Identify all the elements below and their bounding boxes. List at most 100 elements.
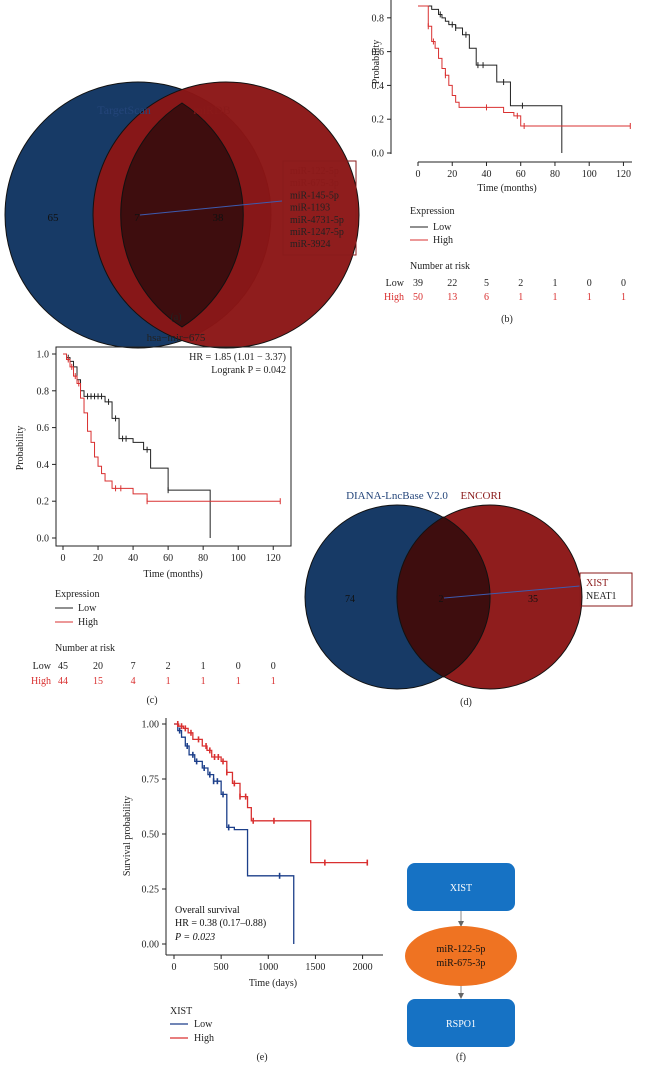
km-curve-low bbox=[418, 5, 563, 153]
risk-value: 45 bbox=[58, 661, 68, 672]
km-c-title: hsa−mir−675 bbox=[147, 332, 206, 344]
risk-value: 4 bbox=[131, 676, 136, 687]
risk-value: 2 bbox=[166, 661, 171, 672]
venn-a-set2-label: miRDB bbox=[193, 103, 230, 117]
venn-list-item: miR-145-5p bbox=[290, 190, 339, 201]
km-c-legend-high-label: High bbox=[78, 617, 98, 628]
panel-a-label: (a) bbox=[170, 312, 181, 323]
venn-d-intersection-region bbox=[396, 516, 491, 678]
venn-list-item: miR-4731-5p bbox=[290, 215, 344, 226]
x-tick-label: 0 bbox=[416, 169, 421, 180]
risk-value: 50 bbox=[413, 292, 423, 303]
x-tick-label: 500 bbox=[214, 962, 229, 973]
surv-e-xlabel: Time (days) bbox=[249, 978, 297, 989]
km-c-stat-hr: HR = 1.85 (1.01 − 3.37) bbox=[189, 352, 286, 363]
y-tick-label: 1.00 bbox=[142, 720, 160, 731]
x-tick-label: 1500 bbox=[305, 962, 325, 973]
x-tick-label: 80 bbox=[550, 169, 560, 180]
x-tick-label: 60 bbox=[163, 553, 173, 564]
y-tick-label: 0.4 bbox=[37, 460, 50, 471]
y-tick-label: 0.2 bbox=[372, 115, 385, 126]
risk-value: 1 bbox=[621, 292, 626, 303]
risk-value: 1 bbox=[166, 676, 171, 687]
surv-e-ylabel: Survival probability bbox=[122, 796, 133, 876]
y-tick-label: 0.00 bbox=[142, 940, 160, 951]
x-tick-label: 1000 bbox=[258, 962, 278, 973]
y-tick-label: 0.8 bbox=[37, 386, 50, 397]
km-curve-low bbox=[174, 723, 295, 944]
km-curve-high bbox=[174, 723, 368, 864]
km-b-legend-high-label: High bbox=[433, 235, 453, 246]
venn-list-item: XIST bbox=[586, 578, 608, 589]
risk-value: 1 bbox=[201, 661, 206, 672]
y-tick-label: 0.6 bbox=[372, 47, 385, 58]
surv-e-annotation-p: P = 0.023 bbox=[174, 932, 215, 943]
km-curve-high bbox=[63, 353, 281, 502]
surv-e-x-ticks: 0 500 1000 1500 2000 bbox=[172, 955, 373, 973]
venn-list-item: miR-675-3p bbox=[290, 178, 339, 189]
venn-d-set1-count: 74 bbox=[345, 594, 355, 605]
x-tick-label: 120 bbox=[616, 169, 631, 180]
venn-a-set1-count: 65 bbox=[48, 212, 60, 224]
panel-d-venn: DIANA-LncBase V2.0 ENCORI 74 2 35 XIST NE… bbox=[304, 490, 633, 708]
y-tick-label: 0.75 bbox=[142, 775, 160, 786]
x-tick-label: 100 bbox=[231, 553, 246, 564]
surv-e-y-ticks: 0.00 0.25 0.50 0.75 1.00 bbox=[142, 720, 166, 951]
venn-list-item: NEAT1 bbox=[586, 591, 617, 602]
km-c-risk-title: Number at risk bbox=[55, 643, 115, 654]
venn-a-set2-count: 38 bbox=[213, 212, 225, 224]
panel-a-venn: TargetScan miRDB 65 7 38 miR-122-5pmiR-6… bbox=[4, 81, 360, 349]
panel-f-flow-diagram: XIST miR-122-5p miR-675-3p RSPO1 (f) bbox=[405, 863, 517, 1063]
km-b-ylabel: Probability bbox=[371, 40, 382, 84]
km-c-risk-high-group: High bbox=[31, 676, 51, 687]
risk-value: 2 bbox=[518, 278, 523, 289]
flow-arrow-2-head bbox=[458, 993, 464, 999]
km-b-legend-title: Expression bbox=[410, 206, 454, 217]
panel-b-km-plot: 0 20 40 60 80 100 120 0.00.20.40.60.8 Time (mo… bbox=[371, 0, 632, 325]
risk-value: 22 bbox=[447, 278, 457, 289]
venn-d-list: XIST NEAT1 bbox=[586, 578, 617, 602]
x-tick-label: 40 bbox=[481, 169, 491, 180]
venn-d-set1-label: DIANA-LncBase V2.0 bbox=[346, 490, 448, 502]
km-b-legend-low-label: Low bbox=[433, 222, 452, 233]
flow-node-xist bbox=[407, 863, 515, 911]
flow-node-xist-label: XIST bbox=[450, 883, 472, 894]
y-tick-label: 0.6 bbox=[37, 423, 50, 434]
x-tick-label: 20 bbox=[447, 169, 457, 180]
venn-a-list: miR-122-5pmiR-675-3pmiR-145-5pmiR-1193mi… bbox=[290, 166, 344, 250]
risk-value: 1 bbox=[587, 292, 592, 303]
venn-list-item: miR-3924 bbox=[290, 239, 331, 250]
venn-a-intersection-region bbox=[120, 102, 244, 328]
km-b-curves bbox=[418, 5, 631, 153]
venn-a-set1-label: TargetScan bbox=[97, 103, 151, 117]
km-c-curves bbox=[63, 353, 281, 538]
km-c-ylabel: Probability bbox=[15, 426, 26, 470]
panel-d-label: (d) bbox=[460, 697, 472, 708]
risk-value: 44 bbox=[58, 676, 68, 687]
venn-a-intersection-count: 7 bbox=[134, 212, 140, 224]
km-c-legend-low-label: Low bbox=[78, 603, 97, 614]
flow-node-rspo1 bbox=[407, 999, 515, 1047]
risk-value: 1 bbox=[518, 292, 523, 303]
risk-value: 20 bbox=[93, 661, 103, 672]
km-b-xlabel: Time (months) bbox=[477, 183, 536, 194]
y-tick-label: 0.0 bbox=[37, 534, 50, 545]
flow-arrow-1-head bbox=[458, 921, 464, 927]
risk-value: 13 bbox=[447, 292, 457, 303]
risk-value: 0 bbox=[587, 278, 592, 289]
km-b-risk-table: 39 22 5 2 1 0 0 50 13 6 1 1 1 1 bbox=[413, 278, 626, 303]
flow-node-rspo1-label: RSPO1 bbox=[446, 1019, 476, 1030]
km-b-y-ticks: 0.0 0.2 0.4 0.6 0.8 bbox=[372, 13, 391, 160]
km-b-risk-high-group: High bbox=[384, 292, 404, 303]
risk-value: 1 bbox=[271, 676, 276, 687]
venn-list-item: miR-1247-5p bbox=[290, 227, 344, 238]
risk-value: 7 bbox=[131, 661, 136, 672]
venn-a-pointer-line bbox=[139, 200, 283, 216]
x-tick-label: 0 bbox=[61, 553, 66, 564]
y-tick-label: 1.0 bbox=[37, 350, 50, 361]
km-b-x-ticks: 0 20 40 60 80 100 120 bbox=[416, 162, 631, 180]
x-tick-label: 2000 bbox=[353, 962, 373, 973]
panel-e-survival-plot: 0 500 1000 1500 2000 0.00 0.25 0.50 0.75 1.00 Ov… bbox=[122, 718, 383, 1063]
panel-f-label: (f) bbox=[456, 1052, 466, 1063]
panel-c-label: (c) bbox=[146, 695, 157, 706]
